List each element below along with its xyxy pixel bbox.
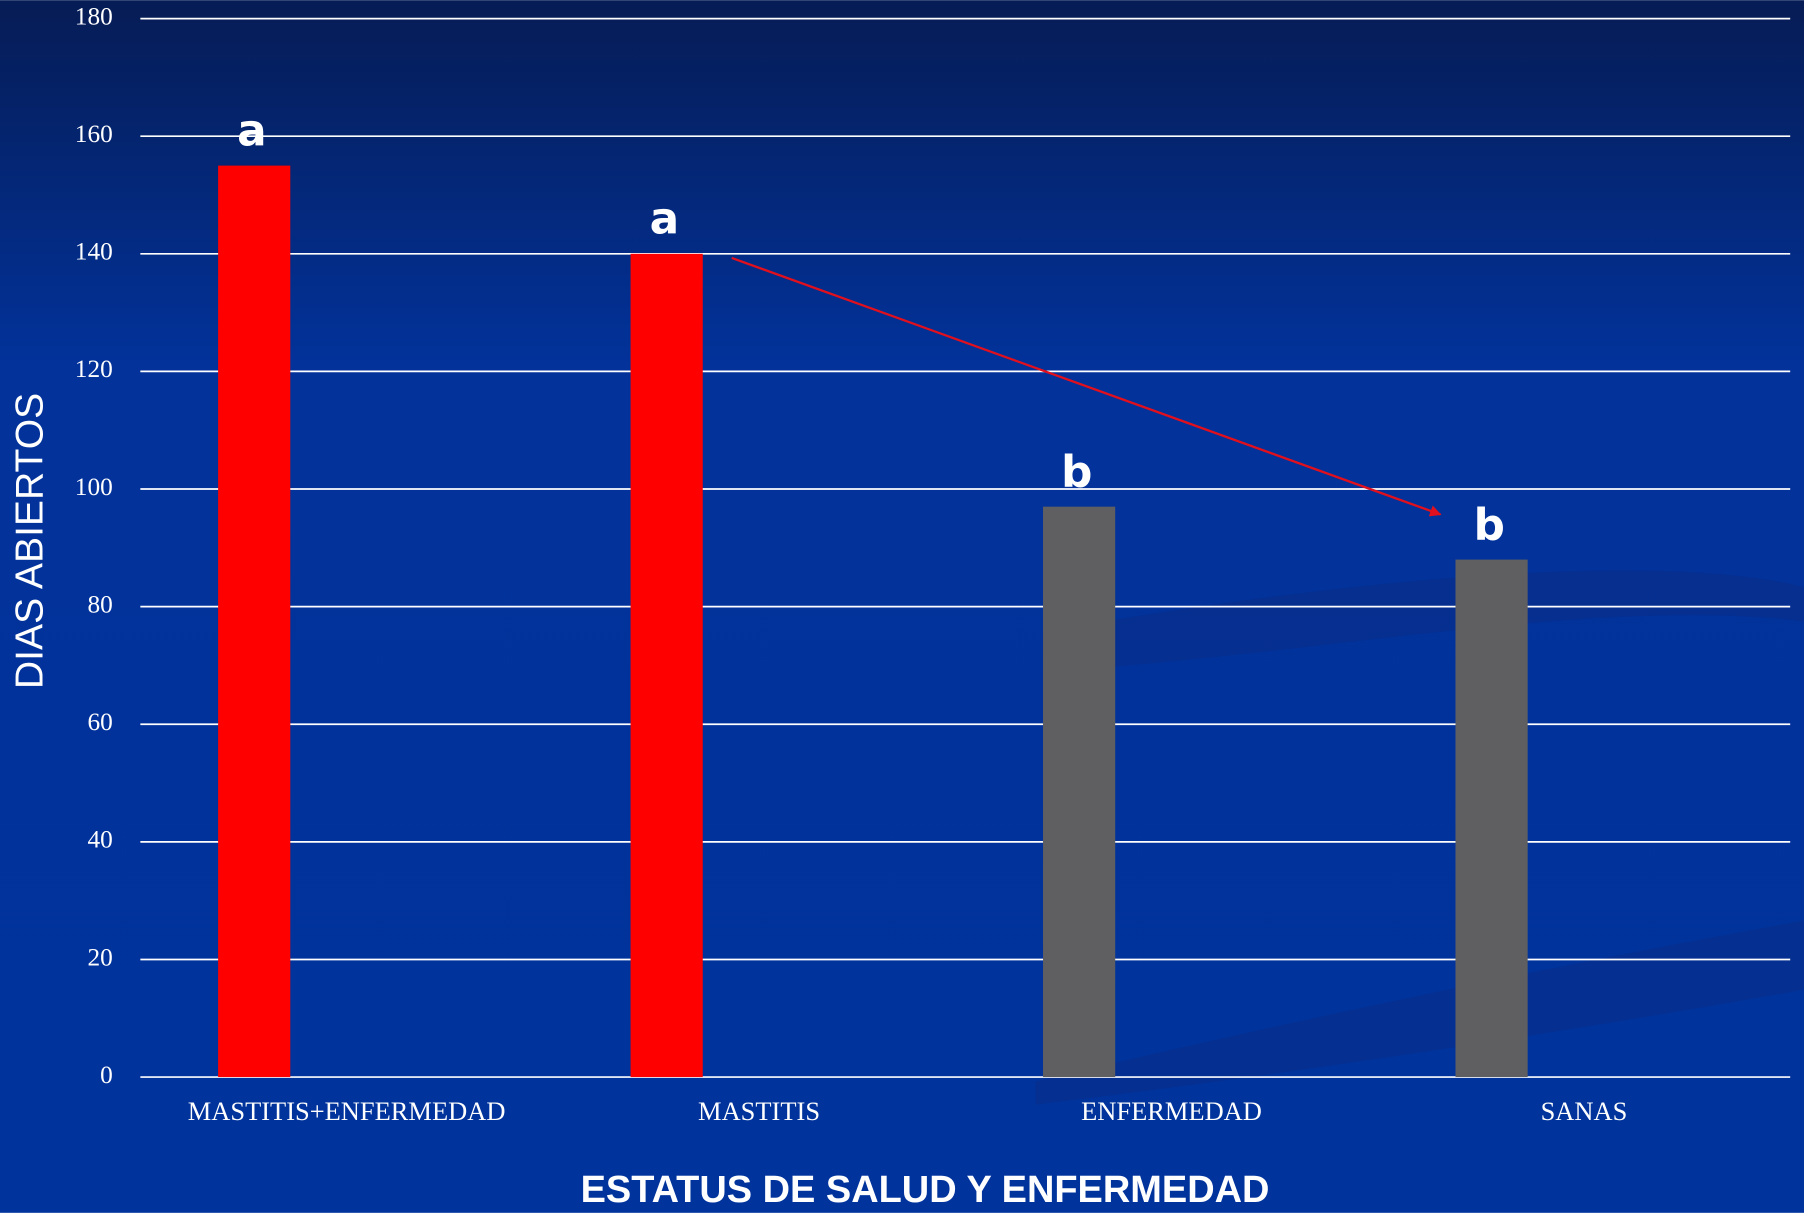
y-tick-label: 60: [87, 708, 112, 736]
arrow: [731, 256, 1442, 517]
background-swoosh: [1104, 570, 1804, 668]
y-tick-label: 20: [87, 943, 112, 971]
y-axis-label: DIAS ABIERTOS: [9, 393, 52, 689]
bar: [1043, 506, 1116, 1078]
x-axis-label: ESTATUS DE SALUD Y ENFERMEDAD: [581, 1169, 1270, 1211]
bar: [218, 165, 291, 1078]
bar-annotation: a: [237, 105, 267, 156]
bar: [630, 253, 703, 1078]
bar-annotation: a: [650, 194, 680, 245]
y-tick-label: 40: [87, 826, 112, 854]
bar-annotation: b: [1474, 499, 1505, 550]
y-tick-label: 180: [75, 2, 113, 30]
bar: [1455, 559, 1528, 1078]
x-tick-label: ENFERMEDAD: [1081, 1096, 1262, 1126]
y-tick-label: 160: [75, 120, 113, 148]
y-tick-label: 120: [75, 355, 113, 383]
bar-annotation: b: [1061, 446, 1092, 497]
x-tick-label: SANAS: [1541, 1096, 1628, 1126]
x-tick-label: MASTITIS: [698, 1096, 820, 1126]
plot-area: 0 20 40 60 80 100 120 140 160 180 MASTITIS+ENFERME…: [75, 2, 1791, 1126]
x-tick-label: MASTITIS+ENFERMEDAD: [188, 1096, 506, 1126]
y-tick-label: 140: [75, 238, 113, 266]
y-tick-label: 80: [87, 590, 112, 618]
background-swoosh: [1035, 920, 1804, 1105]
y-tick-label: 100: [75, 473, 113, 501]
y-tick-label: 0: [100, 1061, 113, 1089]
